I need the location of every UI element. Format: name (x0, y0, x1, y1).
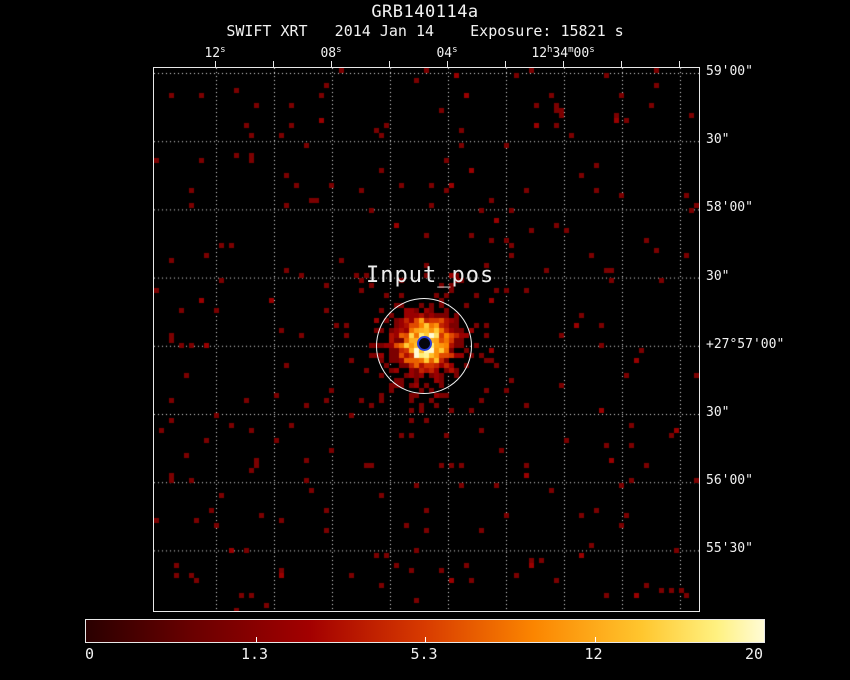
ra-tick-label: 08s (320, 45, 342, 61)
ra-axis-tick-mark (215, 61, 216, 67)
ra-tick-superscript: h (547, 45, 553, 55)
dec-tick-label: 30" (706, 132, 730, 148)
ra-tick-superscript: s (452, 45, 458, 55)
figure-title: GRB140114a (371, 2, 479, 22)
ra-axis-tick-mark (621, 61, 622, 67)
colorbar-tick-label: 20 (744, 645, 763, 663)
colorbar-tick-label: 12 (584, 645, 603, 663)
dec-tick-label: 55'30" (706, 541, 753, 557)
input-position-label: Input_pos (366, 263, 495, 288)
ra-tick-superscript: m (568, 45, 574, 55)
ra-tick-label: 12s (204, 45, 226, 61)
ra-tick-superscript: s (336, 45, 342, 55)
ra-tick-text: 08 (320, 46, 337, 61)
colorbar-tick-label: 0 (85, 645, 95, 663)
dec-tick-label: +27°57'00" (706, 336, 785, 352)
ra-axis-tick-mark (273, 61, 274, 67)
dec-tick-label: 58'00" (706, 200, 753, 216)
dec-tick-label: 59'00" (706, 64, 753, 79)
colorbar-tick-label: 1.3 (240, 645, 269, 663)
colorbar-gradient (86, 620, 764, 642)
ra-axis-tick-mark (447, 61, 448, 67)
ra-axis-tick-mark (563, 61, 564, 67)
colorbar-tick-mark (594, 637, 596, 642)
dec-tick-label: 56'00" (706, 473, 753, 489)
ra-axis-tick-mark (679, 61, 680, 67)
ra-tick-superscript: s (589, 45, 595, 55)
ra-tick-superscript: s (220, 45, 226, 55)
ra-tick-text: 00 (573, 46, 590, 61)
colorbar-tick-mark (425, 637, 426, 642)
ra-tick-text: 12 (204, 46, 221, 61)
colorbar-tick-label: 5.3 (410, 645, 438, 663)
input-position-marker (417, 336, 432, 351)
ra-tick-label: 04s (436, 45, 458, 61)
colorbar (85, 619, 765, 643)
colorbar-tick-mark (255, 637, 257, 642)
ra-tick-text: 04 (436, 46, 453, 61)
dec-tick-label: 30" (706, 405, 730, 420)
ra-axis-tick-mark (331, 61, 332, 67)
ra-tick-label: 12h34m00s (531, 45, 595, 61)
ra-tick-text: 12 (531, 46, 548, 61)
ra-axis-tick-mark (389, 61, 390, 67)
ra-tick-text: 34 (552, 46, 569, 61)
source-region-circle (376, 298, 472, 394)
dec-tick-label: 30" (706, 268, 730, 284)
figure-subtitle: SWIFT XRT 2014 Jan 14 Exposure: 15821 s (226, 22, 624, 40)
ra-axis-tick-mark (505, 61, 506, 67)
